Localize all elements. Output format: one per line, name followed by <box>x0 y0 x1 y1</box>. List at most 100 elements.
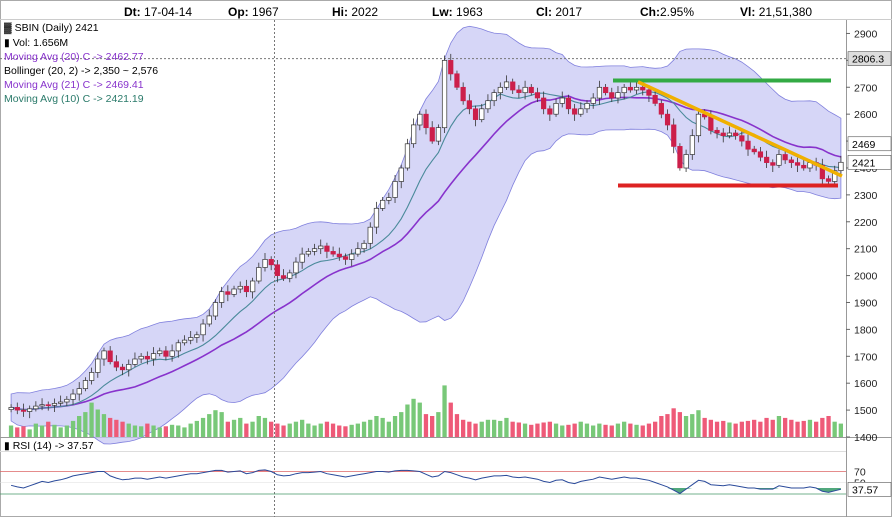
volume-bar <box>783 417 788 437</box>
candle-up <box>349 253 355 260</box>
volume-bar <box>324 421 330 437</box>
volume-bar <box>132 425 138 437</box>
candle-up <box>318 245 324 250</box>
candle-up <box>491 92 497 102</box>
candle-up <box>293 261 299 274</box>
candle-down <box>751 148 757 153</box>
volume-bar <box>169 424 175 437</box>
volume-bar <box>485 419 491 437</box>
candle-up <box>355 248 361 255</box>
legend-volume: ▮ Vol: 1.656M <box>4 37 69 49</box>
volume-bar <box>151 425 156 437</box>
candle-up <box>380 199 386 209</box>
candle-up <box>82 380 89 389</box>
volume-bar <box>269 421 274 437</box>
volume-bar <box>300 419 305 437</box>
volume-bar <box>640 425 645 437</box>
volume-bar <box>653 421 658 437</box>
candle-down <box>640 86 646 91</box>
volume-bar <box>739 421 744 437</box>
candle-up <box>157 350 163 354</box>
last-high-tag: 2806.3 <box>847 51 892 66</box>
volume-bar <box>386 421 391 437</box>
volume-bar <box>182 427 187 437</box>
candle-up <box>689 135 695 155</box>
candle-up <box>70 393 76 400</box>
candle-down <box>801 164 807 169</box>
candle-up <box>8 407 14 410</box>
candle-down <box>280 275 287 279</box>
legend-bollinger: Bollinger (20, 2) -> 2,350 ~ 2,576 <box>4 65 159 77</box>
candle-down <box>627 86 633 91</box>
candle-up <box>95 358 101 373</box>
ma-tag-a-label: 2469 <box>852 139 876 151</box>
candle-up <box>361 242 367 250</box>
volume-bar <box>430 416 435 437</box>
volume-bar <box>411 398 416 437</box>
chart-type-icon: ▓ <box>4 22 12 34</box>
volume-bar <box>194 420 199 437</box>
price-axis-label: 1800 <box>854 324 878 336</box>
candle-down <box>448 60 454 75</box>
bollinger-band <box>10 25 842 445</box>
candle-down <box>720 132 726 137</box>
candle-down <box>658 103 664 115</box>
volume-bar <box>343 426 348 437</box>
volume-bar <box>770 419 775 437</box>
volume-bar <box>776 416 782 437</box>
candle-up <box>287 272 293 279</box>
candle-down <box>609 92 615 99</box>
legend-title: ▓ SBIN (Daily) 2421 <box>4 22 99 34</box>
volume-bar <box>708 419 713 437</box>
candle-down <box>20 409 27 412</box>
volume-bar <box>727 422 732 437</box>
candle-up <box>89 372 95 381</box>
volume-bar <box>275 423 280 437</box>
volume-bar <box>238 417 243 437</box>
candle-down <box>324 245 330 252</box>
candle-down <box>825 178 832 182</box>
volume-bar <box>374 416 379 437</box>
candle-down <box>472 108 479 120</box>
volume-bar <box>337 425 342 437</box>
candle-down <box>516 89 522 93</box>
volume-bar <box>380 417 385 437</box>
candle-down <box>14 407 20 411</box>
volume-bar <box>615 423 621 437</box>
volume-bar <box>634 424 639 437</box>
volume-bar <box>510 421 515 437</box>
header-open: Op: 1967 <box>228 5 279 19</box>
legend-ma10: Moving Avg (10) C -> 2421.19 <box>4 93 144 105</box>
candle-up <box>299 253 305 263</box>
candle-up <box>503 81 510 88</box>
volume-bar <box>361 421 367 437</box>
volume-bar <box>225 421 230 437</box>
candle-up <box>683 154 689 169</box>
candle-up <box>590 97 596 104</box>
volume-bar <box>578 421 583 437</box>
volume-bar <box>21 426 26 437</box>
candle-up <box>485 100 491 110</box>
volume-bar <box>399 412 404 437</box>
volume-bar <box>15 427 20 437</box>
candle-down <box>788 159 794 163</box>
volume-bar <box>473 423 478 437</box>
volume-bar <box>405 404 410 437</box>
volume-bar <box>108 417 113 437</box>
last-high-tag-box <box>847 51 892 66</box>
candle-up <box>132 358 138 365</box>
header-date: Dt: 17-04-14 <box>124 5 193 19</box>
candle-down <box>113 361 119 368</box>
volume-bar <box>368 419 373 437</box>
volume-bar <box>64 425 69 437</box>
volume-bar <box>306 423 311 437</box>
volume-bar <box>442 385 447 437</box>
candle-down <box>107 350 113 363</box>
candle-up <box>262 259 268 268</box>
volume-bar <box>659 416 664 437</box>
candle-up <box>138 355 144 360</box>
volume-bar <box>603 424 608 437</box>
candle-up <box>553 103 559 115</box>
